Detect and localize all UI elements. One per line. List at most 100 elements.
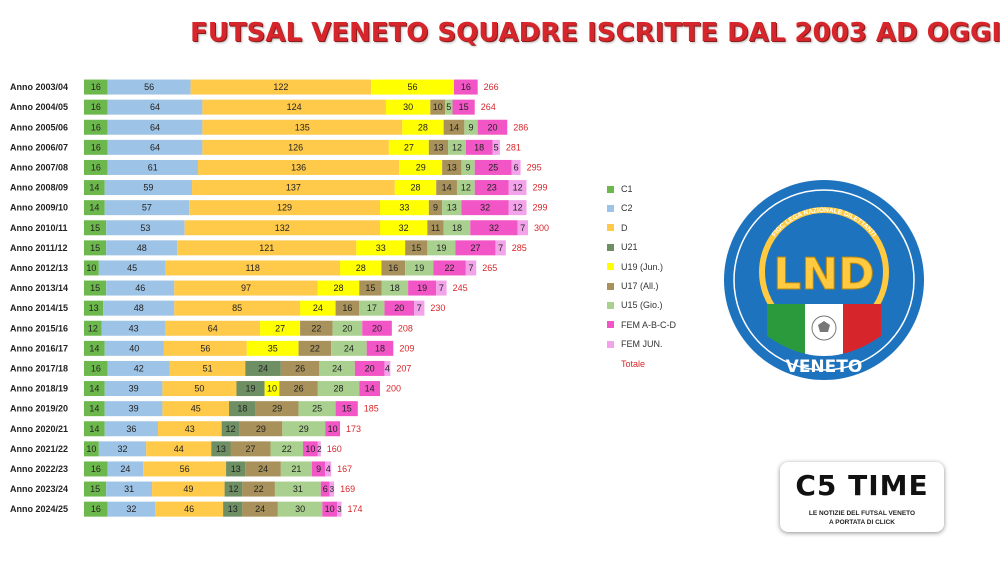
total-label: 185 xyxy=(364,404,379,414)
legend-item: U21 xyxy=(607,240,638,254)
category-label: Anno 2016/17 xyxy=(10,343,68,353)
bar-segment xyxy=(84,99,108,115)
data-label: 19 xyxy=(417,283,427,293)
category-label: Anno 2014/15 xyxy=(10,303,68,313)
bar-segment xyxy=(335,300,360,316)
bar-segment xyxy=(508,180,527,196)
data-label: 32 xyxy=(117,444,127,454)
bar-segment xyxy=(388,139,429,155)
data-label: 16 xyxy=(91,162,101,172)
bar-segment xyxy=(359,280,382,296)
data-label: 46 xyxy=(184,504,194,514)
bar-segment xyxy=(106,240,178,256)
bar-segment xyxy=(260,320,301,336)
bar-segment xyxy=(84,300,104,316)
lnd-logo-region-text: VENETO xyxy=(786,357,863,377)
bar-segment xyxy=(325,461,332,477)
data-label: 20 xyxy=(487,122,497,132)
data-label: 85 xyxy=(232,303,242,313)
data-label: 20 xyxy=(394,303,404,313)
data-label: 13 xyxy=(216,444,226,454)
bar-segment xyxy=(211,441,231,457)
bar-segment xyxy=(152,481,225,497)
bar-segment xyxy=(107,139,203,155)
data-label: 16 xyxy=(91,102,101,112)
bar-segment xyxy=(320,481,330,497)
data-label: 14 xyxy=(442,183,452,193)
data-label: 29 xyxy=(299,424,309,434)
data-label: 7 xyxy=(520,223,525,233)
bar-segment xyxy=(174,280,318,296)
data-label: 15 xyxy=(365,283,375,293)
bar-segment xyxy=(436,280,447,296)
data-label: 5 xyxy=(446,102,451,112)
data-label: 24 xyxy=(313,303,323,313)
bar-segment xyxy=(405,240,428,256)
legend-swatch xyxy=(607,282,614,290)
bar-segment xyxy=(162,401,230,417)
data-label: 59 xyxy=(143,183,153,193)
data-label: 121 xyxy=(259,243,274,253)
bar-segment xyxy=(202,119,403,135)
bar-segment xyxy=(98,441,147,457)
bar-segment xyxy=(84,260,99,276)
data-label: 10 xyxy=(86,263,96,273)
total-label: 207 xyxy=(396,363,411,373)
data-label: 14 xyxy=(89,343,99,353)
data-label: 6 xyxy=(514,162,519,172)
category-label: Anno 2021/22 xyxy=(10,444,68,454)
data-label: 28 xyxy=(334,384,344,394)
data-label: 50 xyxy=(194,384,204,394)
bar-segment xyxy=(274,481,321,497)
bar-segment xyxy=(317,280,360,296)
bar-segment xyxy=(107,461,144,477)
lnd-logo: FIGC LEGA NAZIONALE DILETTANTI LND VENET… xyxy=(724,180,924,380)
bar-segment xyxy=(464,119,478,135)
data-label: 15 xyxy=(411,243,421,253)
data-label: 44 xyxy=(174,444,184,454)
data-label: 16 xyxy=(91,504,101,514)
data-label: 56 xyxy=(180,464,190,474)
bar-segment xyxy=(354,360,385,376)
data-label: 16 xyxy=(91,82,101,92)
category-label: Anno 2008/09 xyxy=(10,183,68,193)
bar-segment xyxy=(402,119,444,135)
data-label: 25 xyxy=(312,404,322,414)
category-label: Anno 2010/11 xyxy=(10,223,68,233)
category-label: Anno 2004/05 xyxy=(10,102,68,112)
page-title: FUTSAL VENETO SQUADRE ISCRITTE DAL 2003 … xyxy=(190,18,1000,48)
legend-swatch xyxy=(607,243,614,251)
data-label: 32 xyxy=(489,223,499,233)
bar-segment xyxy=(246,340,299,356)
bar-segment xyxy=(226,461,246,477)
bar-segment xyxy=(381,260,406,276)
category-label: Anno 2015/16 xyxy=(10,323,68,333)
bar-segment xyxy=(317,441,321,457)
bar-segment xyxy=(394,180,437,196)
data-label: 23 xyxy=(487,183,497,193)
data-label: 29 xyxy=(416,162,426,172)
data-label: 39 xyxy=(129,404,139,414)
data-label: 10 xyxy=(433,102,443,112)
data-label: 7 xyxy=(469,263,474,273)
data-label: 45 xyxy=(191,404,201,414)
legend-label: U17 (All.) xyxy=(621,281,659,291)
total-label: 169 xyxy=(340,484,355,494)
c5-logo-tagline-2: A PORTATA DI CLICK xyxy=(829,519,895,526)
bar-segment xyxy=(335,401,358,417)
data-label: 64 xyxy=(150,142,160,152)
category-label: Anno 2012/13 xyxy=(10,263,68,273)
bar-segment xyxy=(443,220,471,236)
data-label: 6 xyxy=(323,484,328,494)
bar-segment xyxy=(264,381,280,397)
data-label: 135 xyxy=(295,122,310,132)
bar-segment xyxy=(300,300,336,316)
data-label: 13 xyxy=(89,303,99,313)
bar-segment xyxy=(359,300,385,316)
bar-segment xyxy=(340,260,382,276)
bar-segment xyxy=(366,340,394,356)
bar-segment xyxy=(84,200,105,216)
total-label: 264 xyxy=(481,102,496,112)
bar-segment xyxy=(279,381,318,397)
bar-segment xyxy=(155,501,224,517)
